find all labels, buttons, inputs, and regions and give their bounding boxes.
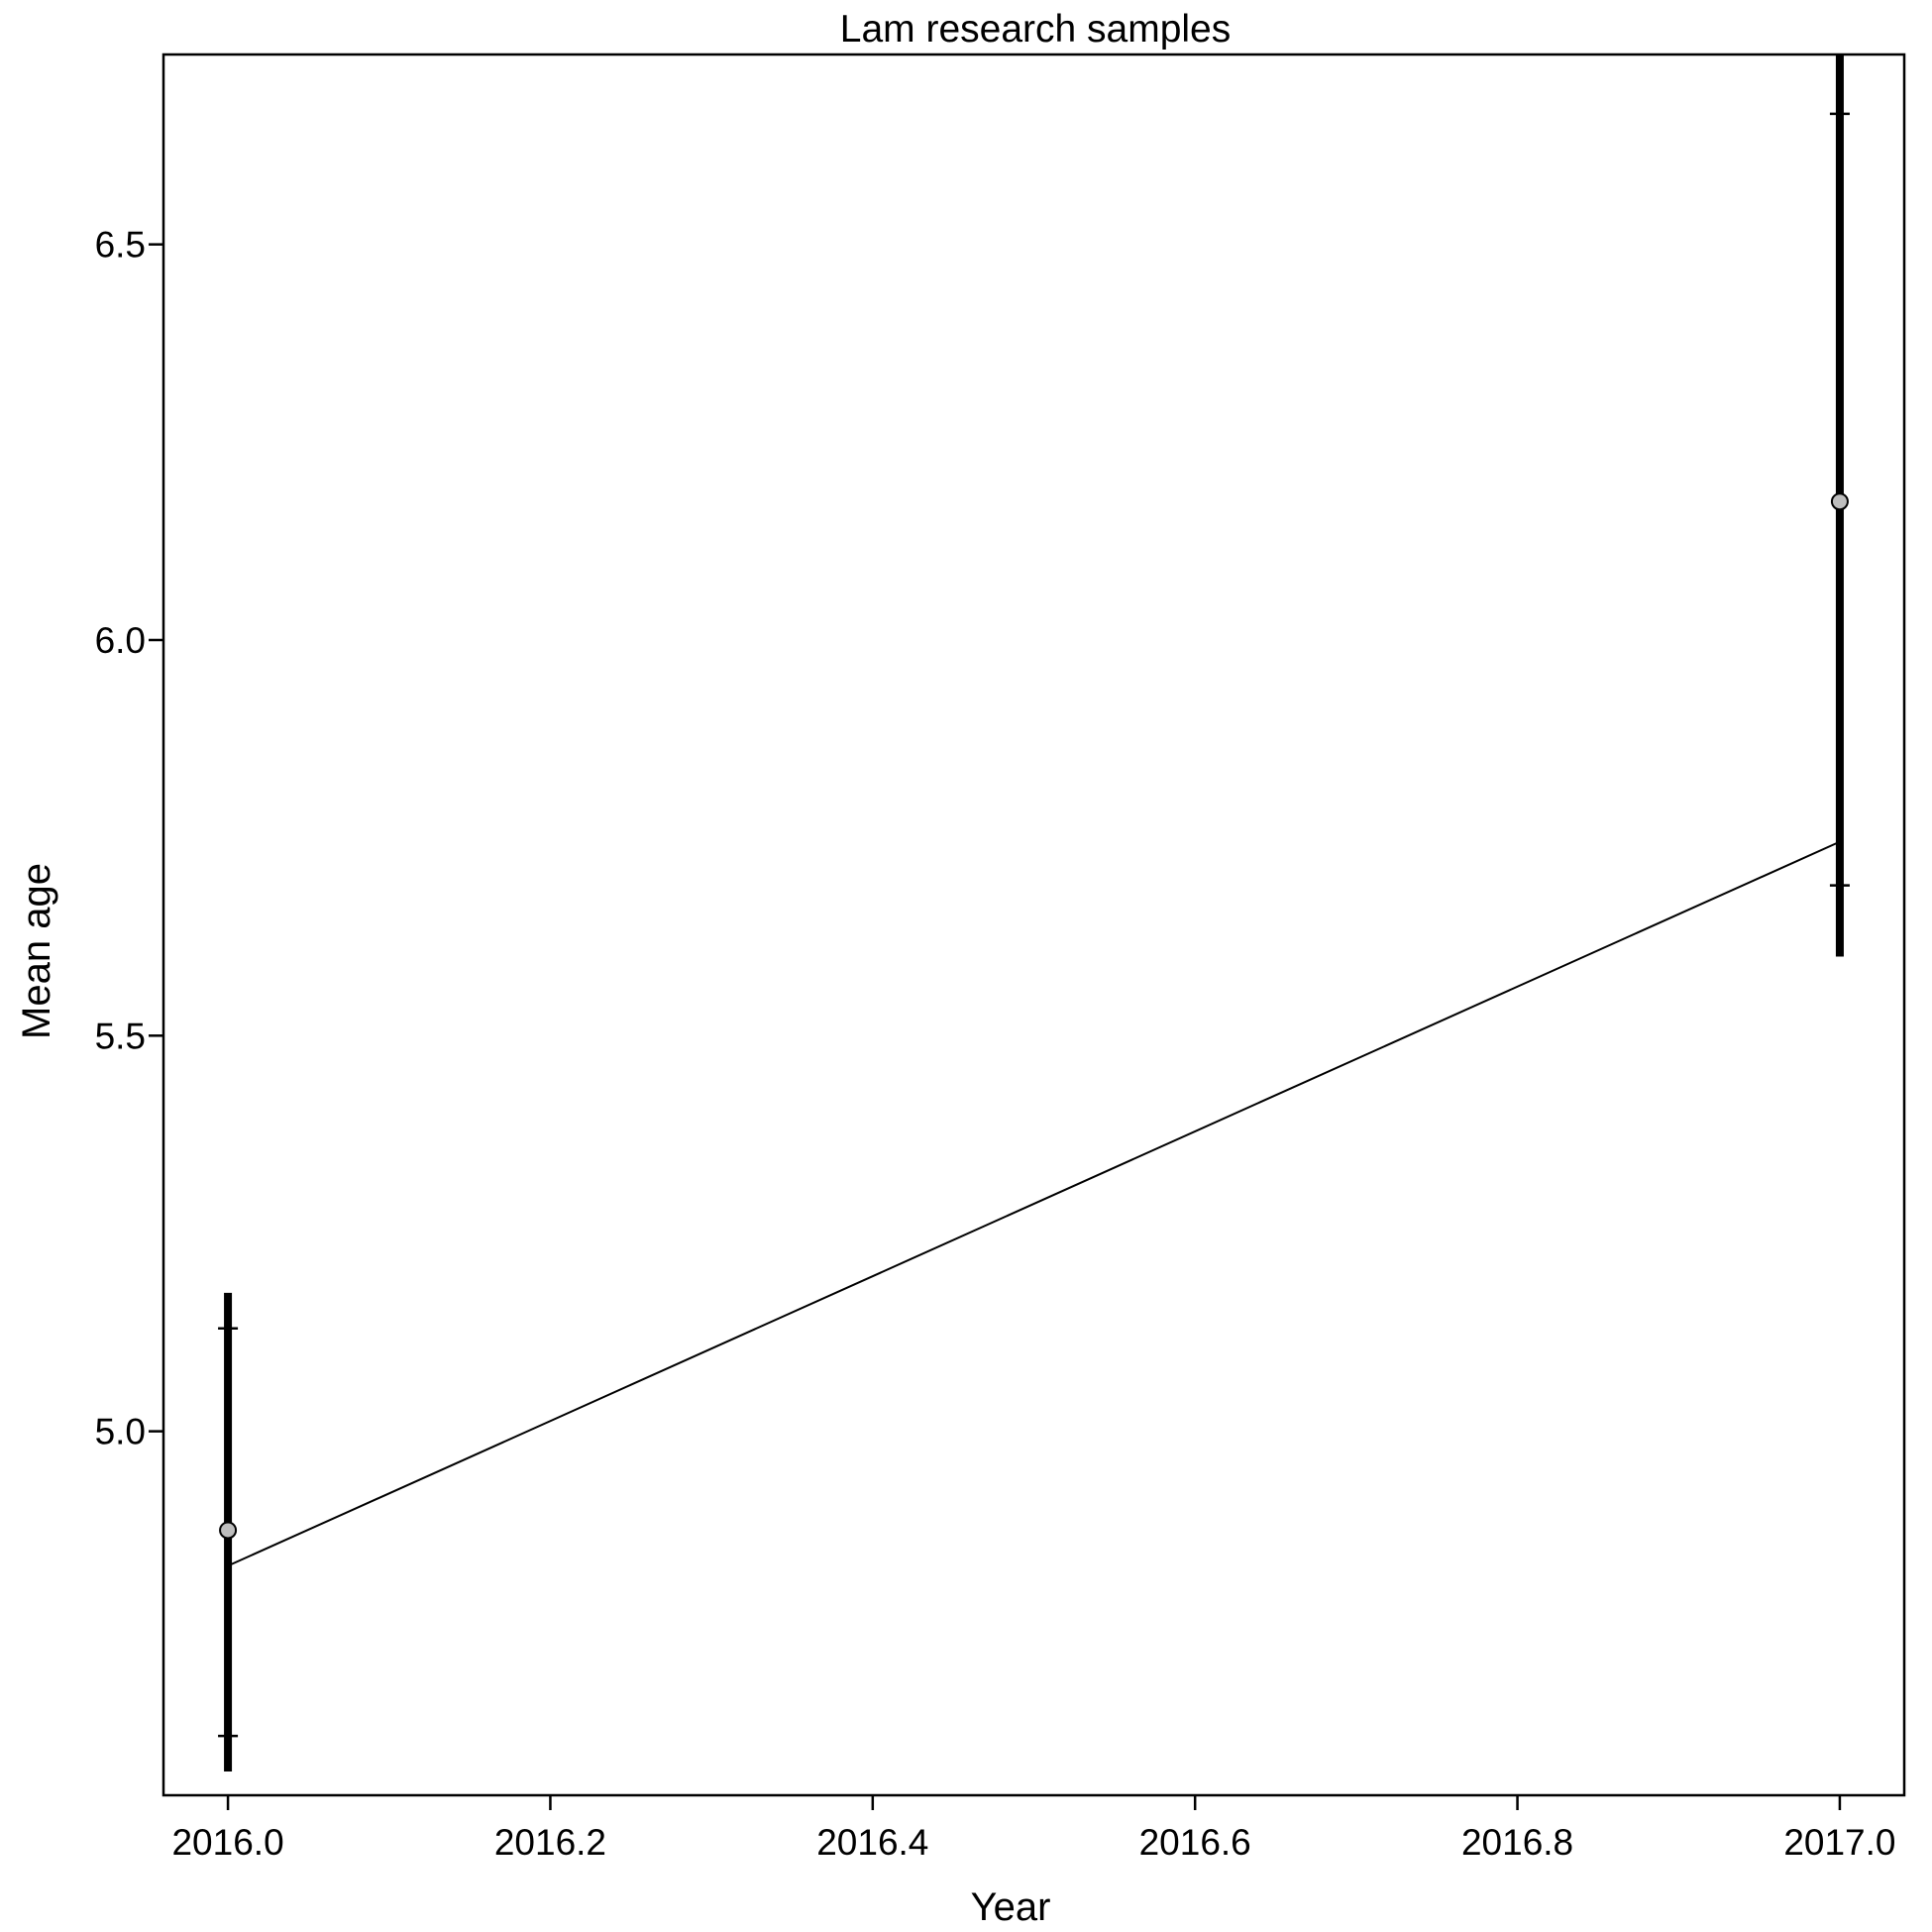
x-tick-label: 2017.0 bbox=[1783, 1822, 1895, 1863]
x-tick-label: 2016.4 bbox=[816, 1822, 928, 1863]
y-axis: 5.0 5.5 6.0 6.5 bbox=[95, 225, 163, 1452]
data-point bbox=[1830, 492, 1849, 511]
data-marks bbox=[218, 54, 1850, 1772]
y-tick-label: 6.0 bbox=[95, 620, 146, 661]
fitted-line bbox=[227, 840, 1841, 1567]
x-tick-label: 2016.0 bbox=[171, 1822, 283, 1863]
x-tick-label: 2016.6 bbox=[1139, 1822, 1251, 1863]
y-tick-label: 5.5 bbox=[95, 1016, 146, 1056]
y-tick-label: 6.5 bbox=[95, 225, 146, 266]
y-axis-title: Mean age bbox=[15, 863, 58, 1039]
plot-frame bbox=[161, 53, 1906, 1797]
y-tick-label: 5.0 bbox=[95, 1412, 146, 1452]
x-axis-title: Year bbox=[971, 1885, 1051, 1929]
x-tick-label: 2016.8 bbox=[1461, 1822, 1573, 1863]
chart-title: Lam research samples bbox=[840, 8, 1232, 51]
x-axis: 2016.0 2016.2 2016.4 2016.6 2016.8 2017.0 bbox=[171, 1795, 1896, 1863]
x-tick-label: 2016.2 bbox=[494, 1822, 606, 1863]
data-point bbox=[219, 1521, 238, 1540]
